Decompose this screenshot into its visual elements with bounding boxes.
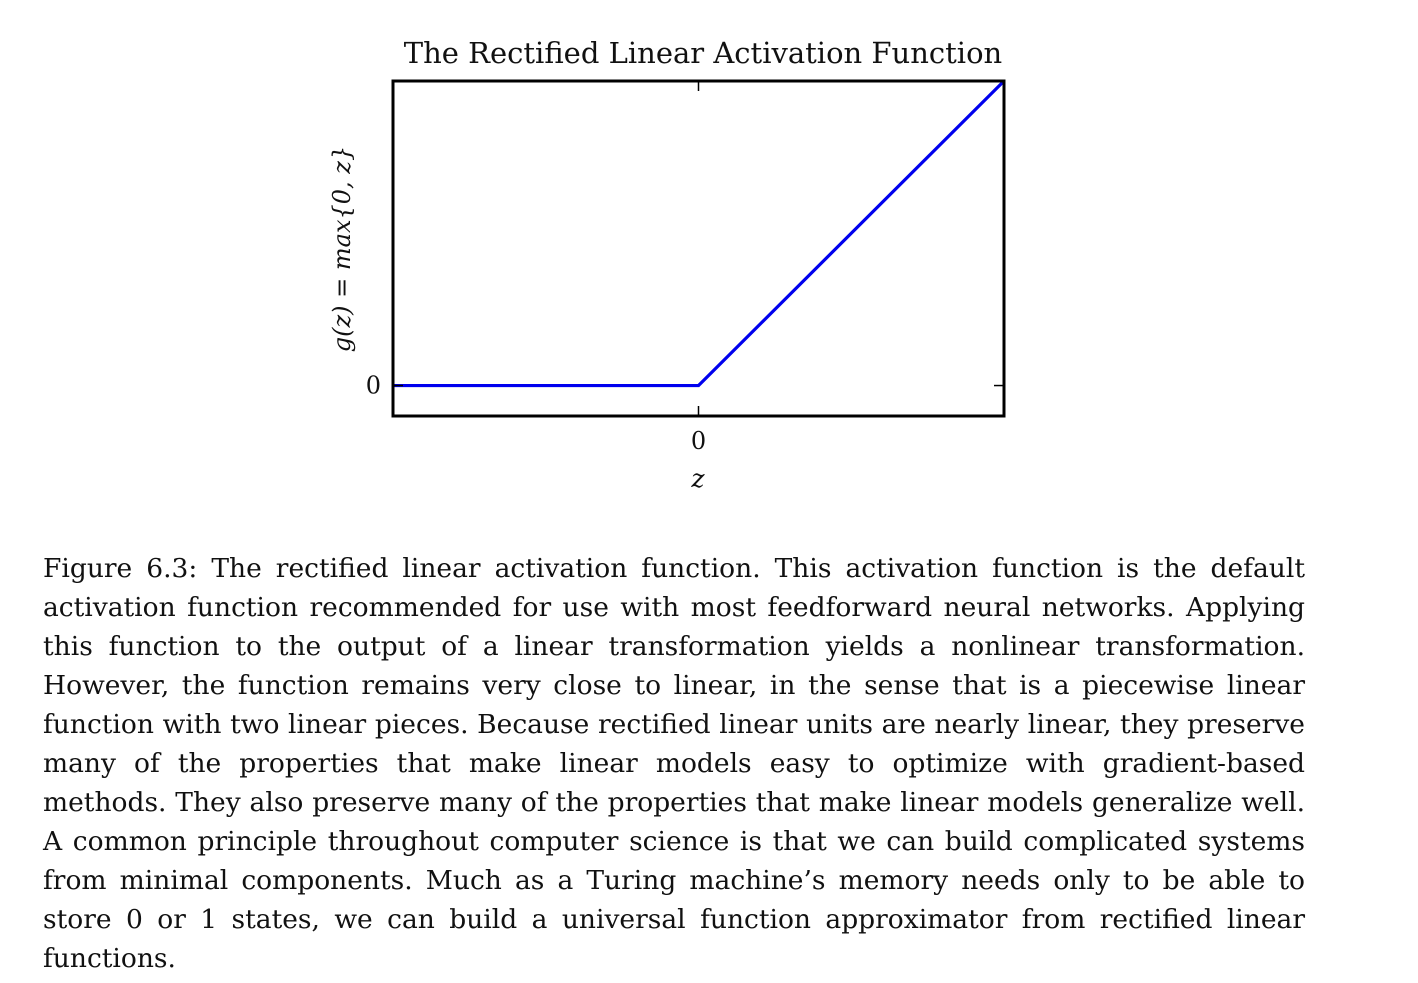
x-axis-label: z — [690, 464, 705, 493]
chart-title: The Rectified Linear Activation Function — [404, 36, 1002, 70]
plot-area: 00 — [366, 79, 1006, 455]
relu-figure: The Rectified Linear Activation Function… — [328, 36, 1006, 493]
relu-chart: The Rectified Linear Activation Function… — [328, 36, 1006, 493]
y-axis-label: g(z) = max{0, z} — [328, 146, 356, 352]
series-line-0 — [393, 79, 1006, 388]
y-tick-label-0: 0 — [366, 372, 381, 400]
plot-frame — [391, 79, 1006, 418]
caption-label: Figure 6.3: — [43, 553, 198, 584]
caption-text: The rectified linear activation function… — [43, 553, 1305, 974]
x-tick-label-0: 0 — [691, 427, 706, 455]
figure-caption: Figure 6.3: The rectified linear activat… — [43, 549, 1305, 978]
